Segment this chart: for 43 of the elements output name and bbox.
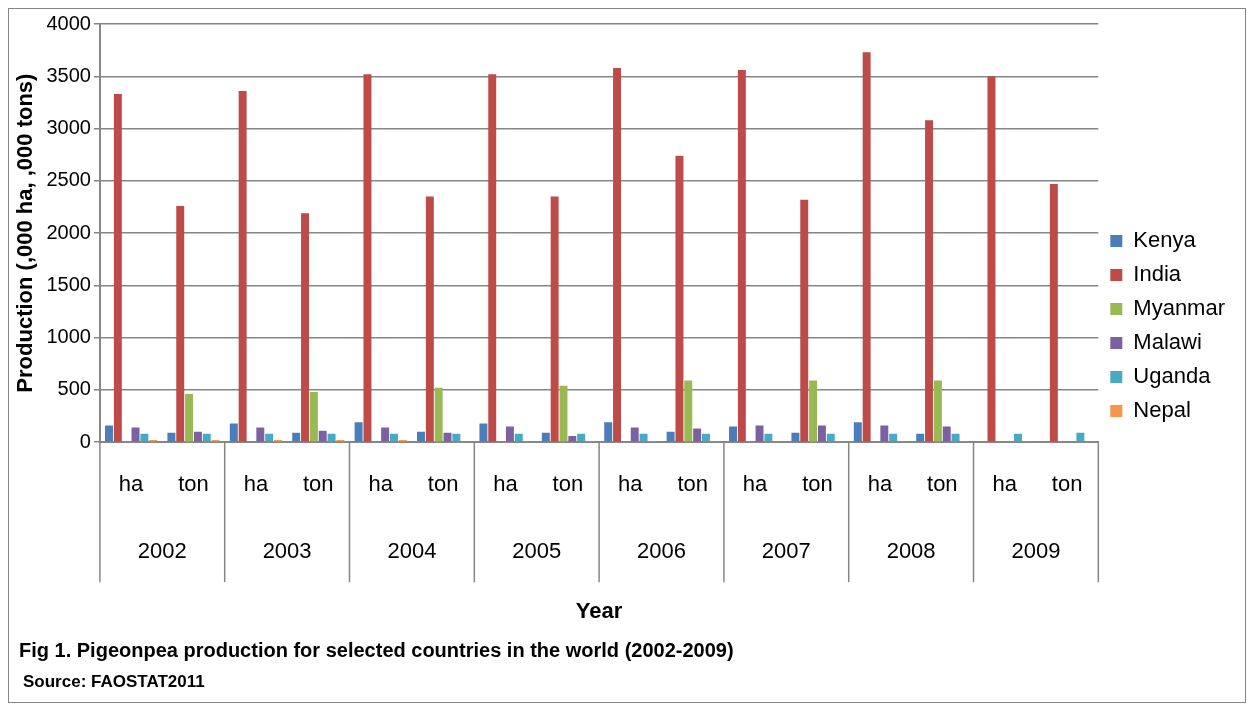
x-tick-label: ton — [552, 471, 584, 497]
x-tick-label: ha — [243, 471, 269, 497]
x-tick-label: ha — [493, 471, 519, 497]
legend-label: Nepal — [1133, 397, 1191, 423]
y-tick-label: 500 — [57, 377, 91, 400]
text: 2008 — [886, 538, 936, 564]
y-tick-label: 2000 — [46, 220, 91, 243]
legend-label: India — [1133, 261, 1182, 287]
y-tick-label: 4000 — [46, 11, 91, 34]
x-tick-label: ha — [742, 471, 769, 497]
text: 2007 — [761, 538, 811, 564]
text: Fig 1. Pigeonpea production for selected countries in the world (2002-2009) — [19, 639, 735, 662]
x-tick-label: ha — [618, 471, 644, 497]
y-tick-label: 0 — [79, 429, 91, 452]
x-tick-label: ton — [677, 471, 708, 497]
x-axis-title: Year — [575, 597, 623, 623]
x-tick-label: ton — [802, 471, 833, 497]
y-tick-label: 3000 — [46, 116, 91, 139]
x-tick-label: ton — [427, 471, 459, 497]
legend-label: Myanmar — [1133, 295, 1225, 321]
y-tick-label: 3500 — [46, 63, 91, 86]
text: 2006 — [637, 538, 686, 564]
text: 2009 — [1011, 538, 1061, 564]
legend-label: Kenya — [1133, 227, 1197, 253]
y-tick-label: 1000 — [46, 325, 91, 348]
x-tick-label: ton — [1051, 471, 1083, 497]
x-tick-label: ton — [927, 471, 958, 497]
x-tick-label: ton — [303, 471, 334, 497]
x-tick-label: ha — [867, 471, 893, 497]
text: 2003 — [262, 538, 312, 564]
x-tick-label: ha — [992, 471, 1018, 497]
y-tick-label: 2500 — [46, 168, 91, 191]
x-tick-label: ha — [118, 471, 145, 497]
y-tick-label: 1500 — [46, 272, 91, 295]
source-note: Source: FAOSTAT2011 — [23, 672, 206, 692]
x-tick-label: ton — [178, 471, 209, 497]
legend-label: Malawi — [1133, 329, 1202, 355]
text: 2002 — [137, 538, 187, 564]
text: 2004 — [387, 538, 437, 564]
text: 2005 — [512, 538, 562, 564]
legend-label: Uganda — [1133, 363, 1212, 389]
x-tick-label: ha — [368, 471, 394, 497]
y-axis-title: Production (,000 ha, ,000 tons) — [12, 73, 38, 393]
